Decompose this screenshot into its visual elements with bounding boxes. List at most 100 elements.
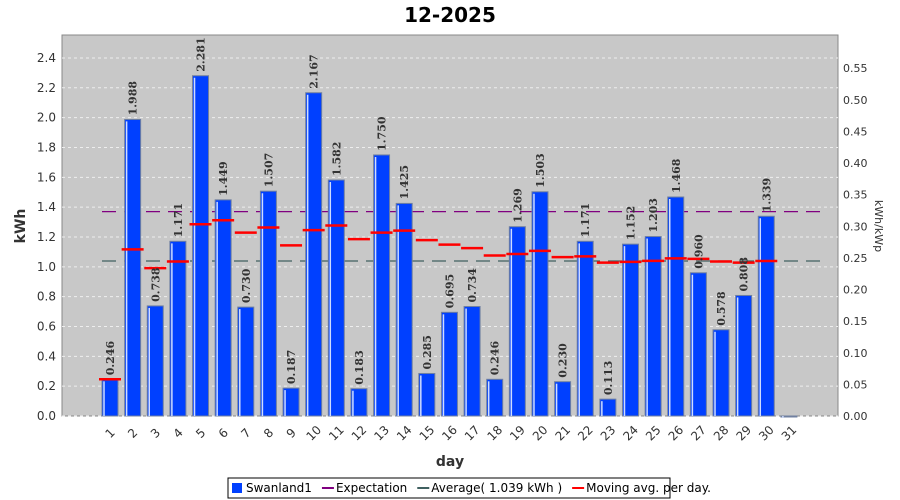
- x-tick-label: 27: [688, 423, 709, 444]
- bar: [259, 190, 277, 417]
- bar: [463, 306, 481, 417]
- legend-entry: Average( 1.039 kWh ): [431, 481, 562, 495]
- y-tick-label: 1.0: [37, 260, 56, 274]
- y2-tick-label: 0.45: [843, 125, 868, 138]
- data-label: 0.230: [557, 343, 570, 378]
- x-tick-label: 5: [193, 426, 208, 441]
- data-label: 1.152: [624, 206, 637, 240]
- x-tick-label: 4: [170, 426, 185, 441]
- data-label: 1.582: [330, 142, 343, 176]
- bar: [689, 272, 707, 417]
- data-label: 1.339: [760, 178, 773, 212]
- y-tick-label: 0.4: [37, 349, 56, 363]
- x-tick-label: 20: [530, 423, 551, 444]
- data-label: 1.425: [398, 165, 411, 199]
- bar: [486, 378, 504, 417]
- y-tick-label: 1.2: [37, 230, 56, 244]
- bar: [531, 191, 549, 417]
- x-tick-label: 17: [462, 423, 483, 444]
- bar: [621, 243, 639, 417]
- bar: [576, 240, 594, 417]
- y2-tick-label: 0.50: [843, 94, 868, 107]
- bar: [146, 305, 164, 417]
- y2-tick-label: 0.20: [843, 284, 868, 297]
- bar: [350, 388, 368, 417]
- bar: [554, 381, 572, 417]
- data-label: 0.113: [602, 361, 615, 395]
- bar: [644, 236, 662, 417]
- y2-tick-label: 0.10: [843, 347, 868, 360]
- x-tick-label: 12: [349, 423, 370, 444]
- y-tick-label: 0.8: [37, 290, 56, 304]
- x-tick-label: 23: [598, 423, 619, 444]
- bar: [418, 372, 436, 417]
- x-tick-label: 24: [620, 423, 641, 444]
- bar: [780, 415, 798, 418]
- y2-tick-label: 0.15: [843, 315, 868, 328]
- x-tick-label: 31: [779, 423, 800, 444]
- data-label: 0.246: [489, 341, 502, 376]
- y2-tick-label: 0.05: [843, 378, 868, 391]
- y-tick-label: 0.2: [37, 379, 56, 393]
- legend-swatch: [232, 483, 242, 493]
- data-label: 0.183: [353, 350, 366, 384]
- legend: Swanland1 Expectation Average( 1.039 kWh )…: [227, 477, 711, 499]
- bar: [282, 387, 300, 417]
- x-tick-label: 28: [711, 423, 732, 444]
- data-label: 0.738: [149, 267, 162, 302]
- bar: [735, 294, 753, 417]
- y-tick-label: 1.4: [37, 200, 56, 214]
- x-tick-label: 18: [485, 423, 506, 444]
- bar: [305, 92, 323, 417]
- y-tick-label: 0.6: [37, 319, 56, 333]
- x-tick-label: 2: [125, 426, 140, 441]
- bar: [237, 306, 255, 417]
- data-label: 0.730: [240, 268, 253, 303]
- data-label: 0.285: [421, 335, 434, 369]
- x-tick-label: 14: [394, 423, 415, 444]
- x-tick-label: 10: [303, 423, 324, 444]
- data-label: 1.988: [127, 81, 140, 116]
- y2-tick-label: 0.40: [843, 157, 868, 170]
- data-label: 2.281: [195, 37, 208, 71]
- legend-entry: Expectation: [336, 481, 407, 495]
- data-label: 0.187: [285, 350, 298, 384]
- bar: [712, 329, 730, 417]
- bar: [395, 202, 413, 417]
- bar: [667, 196, 685, 417]
- data-label: 1.503: [534, 153, 547, 187]
- data-label: 1.171: [172, 203, 185, 237]
- bar: [599, 398, 617, 417]
- legend-entry: Moving avg. per day.: [586, 481, 711, 495]
- data-label: 0.734: [466, 268, 479, 303]
- data-label: 1.269: [511, 188, 524, 222]
- x-tick-label: 25: [643, 423, 664, 444]
- x-tick-label: 16: [439, 423, 460, 444]
- y2-tick-label: 0.55: [843, 62, 868, 75]
- x-tick-label: 11: [326, 423, 347, 444]
- bar: [508, 226, 526, 417]
- x-tick-label: 22: [575, 423, 596, 444]
- bar: [214, 199, 232, 417]
- data-label: 1.507: [262, 153, 275, 187]
- y-tick-label: 2.2: [37, 81, 56, 95]
- x-tick-label: 30: [756, 423, 777, 444]
- chart-title: 12-2025: [404, 3, 496, 27]
- y2-axis-label: kWh/kWp: [872, 200, 885, 252]
- bar: [373, 154, 391, 417]
- data-label: 0.246: [104, 341, 117, 376]
- x-tick-label: 8: [261, 426, 276, 441]
- y2-tick-label: 0.25: [843, 252, 868, 265]
- x-tick-label: 6: [216, 426, 231, 441]
- x-tick-label: 19: [507, 423, 528, 444]
- x-tick-label: 15: [417, 423, 438, 444]
- data-label: 1.203: [647, 198, 660, 232]
- x-tick-label: 7: [238, 426, 253, 441]
- data-label: 0.808: [738, 257, 751, 292]
- y-tick-label: 1.6: [37, 170, 56, 184]
- data-label: 2.167: [308, 54, 321, 88]
- bar: [169, 240, 187, 417]
- x-tick-label: 29: [733, 423, 754, 444]
- x-tick-label: 26: [666, 423, 687, 444]
